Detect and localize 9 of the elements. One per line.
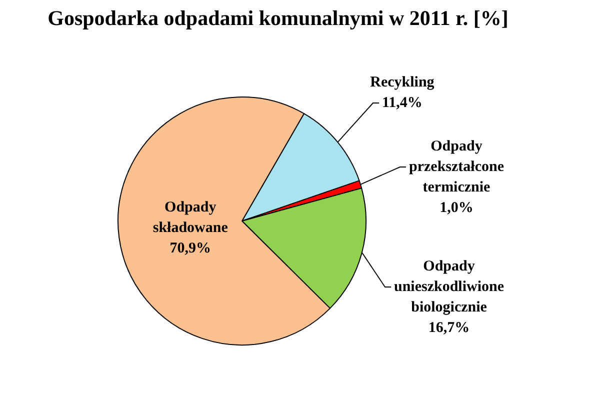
chart-title: Gospodarka odpadami komunalnymi w 2011 r. [%] — [48, 6, 508, 30]
slice-label: Odpady składowane — [152, 199, 228, 236]
data-label: 70,9% — [170, 240, 212, 256]
slice-label: Odpady unieszkodliwione biologicznie — [394, 258, 504, 316]
slice-label: Recykling — [370, 74, 435, 90]
slice-label: Odpady przekształcone termicznie — [408, 138, 504, 196]
data-label: 16,7% — [428, 320, 470, 336]
data-label: 1,0% — [440, 200, 474, 216]
data-label: 11,4% — [382, 94, 422, 111]
